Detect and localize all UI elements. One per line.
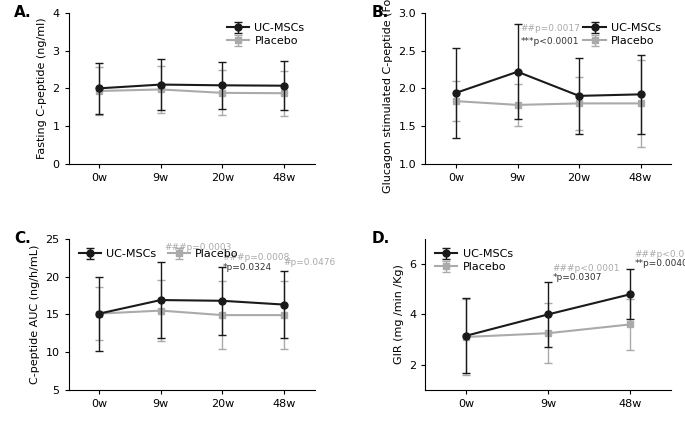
Text: **p=0.0040: **p=0.0040 xyxy=(634,259,685,268)
Legend: UC-MSCs, Placebo: UC-MSCs, Placebo xyxy=(579,19,666,51)
Text: D.: D. xyxy=(371,232,389,246)
Y-axis label: Fasting C-peptide (ng/ml): Fasting C-peptide (ng/ml) xyxy=(37,17,47,159)
Y-axis label: GIR (mg /min /Kg): GIR (mg /min /Kg) xyxy=(394,265,403,364)
Legend: UC-MSCs, Placebo: UC-MSCs, Placebo xyxy=(431,245,518,277)
Text: *p=0.0324: *p=0.0324 xyxy=(222,263,271,272)
Text: B.: B. xyxy=(371,6,388,20)
Legend: UC-MSCs, Placebo: UC-MSCs, Placebo xyxy=(222,19,309,51)
Text: ###p<0.0001: ###p<0.0001 xyxy=(634,250,685,259)
Legend: UC-MSCs, Placebo: UC-MSCs, Placebo xyxy=(74,245,243,263)
Text: *p=0.0307: *p=0.0307 xyxy=(552,273,601,282)
Text: ###p=0.0008: ###p=0.0008 xyxy=(222,252,290,262)
Text: C.: C. xyxy=(14,232,31,246)
Text: A.: A. xyxy=(14,6,32,20)
Y-axis label: Glucagon stimulated C-peptide (Fold): Glucagon stimulated C-peptide (Fold) xyxy=(383,0,393,193)
Text: #p=0.0476: #p=0.0476 xyxy=(284,258,336,267)
Y-axis label: C-peptide AUC (ng/h/mL): C-peptide AUC (ng/h/mL) xyxy=(29,245,40,384)
Text: ***p<0.0001: ***p<0.0001 xyxy=(521,37,579,46)
Text: ##p=0.0017: ##p=0.0017 xyxy=(521,24,580,33)
Text: ###p=0.0003: ###p=0.0003 xyxy=(164,243,232,252)
Text: ###p<0.0001: ###p<0.0001 xyxy=(552,264,620,273)
